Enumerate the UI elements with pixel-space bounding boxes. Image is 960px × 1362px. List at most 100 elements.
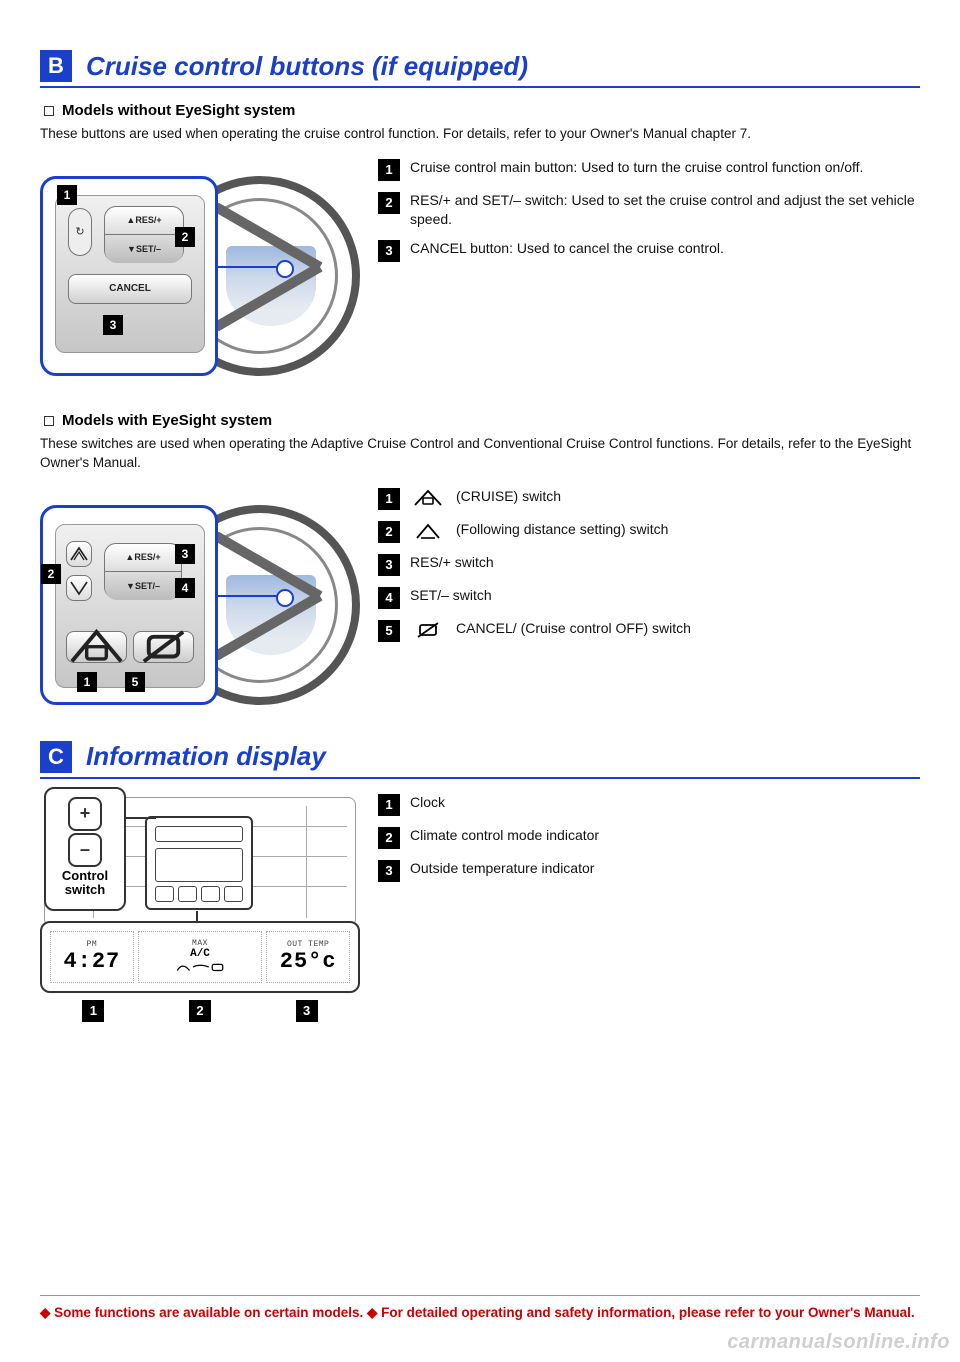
outtemp-label: OUT TEMP bbox=[287, 940, 329, 949]
section-c-figure: + – Control switch PM 4:27 MAX A/C bbox=[40, 793, 360, 1033]
minus-button-icon: – bbox=[68, 833, 102, 867]
list-item: 4 SET/– switch bbox=[378, 586, 920, 609]
cruise-main-button: ↻ bbox=[68, 208, 92, 256]
button-panel: ↻ ▲RES/+ ▼SET/– CANCEL bbox=[55, 195, 205, 353]
cruise-off-icon bbox=[133, 631, 194, 663]
car-detect-icon bbox=[410, 487, 446, 509]
set-minus-label: ▼SET/– bbox=[105, 235, 183, 263]
sub1-list: 1 Cruise control main button: Used to tu… bbox=[378, 158, 920, 272]
lcd-clock: PM 4:27 bbox=[50, 931, 134, 983]
sub2-list: 1 (CRUISE) switch 2 (Following distance … bbox=[378, 487, 920, 652]
res-plus-label: ▲RES/+ bbox=[105, 207, 183, 235]
list-item: 2 (Following distance setting) switch bbox=[378, 520, 920, 543]
section-b-title: Cruise control buttons (if equipped) bbox=[86, 51, 528, 82]
list-item: 1 Cruise control main button: Used to tu… bbox=[378, 158, 920, 181]
callout-num-1: 1 bbox=[57, 185, 77, 205]
lcd-num-2: 2 bbox=[189, 1000, 211, 1022]
callout-num-1: 1 bbox=[77, 672, 97, 692]
cancel-button-graphic: CANCEL bbox=[68, 274, 192, 304]
plus-button-icon: + bbox=[68, 797, 102, 831]
item-text: Cruise control main button: Used to turn… bbox=[410, 158, 863, 177]
sub2-heading-text: Models with EyeSight system bbox=[62, 412, 272, 429]
watermark: carmanualsonline.info bbox=[727, 1331, 950, 1354]
lcd-num-3: 3 bbox=[296, 1000, 318, 1022]
callout-num-2: 2 bbox=[175, 227, 195, 247]
callout-num-3: 3 bbox=[103, 315, 123, 335]
item-num: 1 bbox=[378, 794, 400, 816]
section-b-header: B Cruise control buttons (if equipped) bbox=[40, 50, 920, 88]
item-text: (CRUISE) switch bbox=[456, 487, 561, 506]
list-item: 5 CANCEL/ (Cruise control OFF) switch bbox=[378, 619, 920, 642]
section-c-badge: C bbox=[40, 741, 72, 773]
outtemp-value: 25°c bbox=[280, 949, 337, 974]
item-num: 3 bbox=[378, 554, 400, 576]
callout-num-3: 3 bbox=[175, 544, 195, 564]
distance-dec-icon bbox=[66, 575, 92, 601]
sub2-intro: These switches are used when operating t… bbox=[40, 435, 920, 473]
lcd-num-1: 1 bbox=[82, 1000, 104, 1022]
callout-leader-icon bbox=[216, 595, 286, 597]
section-c-list: 1 Clock 2 Climate control mode indicator… bbox=[378, 793, 920, 892]
distance-icon bbox=[410, 520, 446, 542]
climate-max: MAX bbox=[192, 939, 208, 948]
item-text: Outside temperature indicator bbox=[410, 859, 594, 878]
callout-num-2: 2 bbox=[41, 564, 61, 584]
list-item: 3 RES/+ switch bbox=[378, 553, 920, 576]
sub2-row: ▲RES/+ ▼SET/– 2 3 bbox=[40, 487, 920, 707]
item-num: 2 bbox=[378, 521, 400, 543]
item-num: 2 bbox=[378, 192, 400, 214]
item-num: 3 bbox=[378, 240, 400, 262]
sub1-heading: Models without EyeSight system bbox=[44, 102, 920, 119]
item-num: 1 bbox=[378, 488, 400, 510]
section-c-title: Information display bbox=[86, 741, 326, 772]
item-text: Clock bbox=[410, 793, 445, 812]
lcd-outtemp: OUT TEMP 25°c bbox=[266, 931, 350, 983]
item-text: Climate control mode indicator bbox=[410, 826, 599, 845]
car-detect-icon bbox=[66, 631, 127, 663]
item-text: CANCEL button: Used to cancel the cruise… bbox=[410, 239, 724, 258]
item-text: CANCEL/ (Cruise control OFF) switch bbox=[456, 619, 691, 638]
cruise-off-icon bbox=[410, 619, 446, 641]
item-text: SET/– switch bbox=[410, 586, 492, 605]
airflow-icon bbox=[170, 960, 230, 974]
list-item: 2 RES/+ and SET/– switch: Used to set th… bbox=[378, 191, 920, 229]
sub1-figure: ↻ ▲RES/+ ▼SET/– CANCEL 1 2 3 bbox=[40, 158, 360, 378]
page: B Cruise control buttons (if equipped) M… bbox=[0, 0, 960, 1362]
item-num: 5 bbox=[378, 620, 400, 642]
sub2-figure: ▲RES/+ ▼SET/– 2 3 bbox=[40, 487, 360, 707]
lcd-num-row: 1 2 3 bbox=[40, 999, 360, 1023]
footer-note: ◆ Some functions are available on certai… bbox=[40, 1295, 920, 1322]
lcd-climate: MAX A/C bbox=[138, 931, 263, 983]
sub2-heading: Models with EyeSight system bbox=[44, 412, 920, 429]
callout-num-4: 4 bbox=[175, 578, 195, 598]
sub2-callout: ▲RES/+ ▼SET/– 2 3 bbox=[40, 505, 218, 705]
item-num: 3 bbox=[378, 860, 400, 882]
item-text: (Following distance setting) switch bbox=[456, 520, 668, 539]
distance-inc-icon bbox=[66, 541, 92, 567]
list-item: 3 Outside temperature indicator bbox=[378, 859, 920, 882]
list-item: 1 Clock bbox=[378, 793, 920, 816]
sub1-row: ↻ ▲RES/+ ▼SET/– CANCEL 1 2 3 1 Cruise co… bbox=[40, 158, 920, 378]
sub1-callout: ↻ ▲RES/+ ▼SET/– CANCEL 1 2 3 bbox=[40, 176, 218, 376]
dual-buttons bbox=[66, 631, 194, 663]
climate-ac: A/C bbox=[190, 948, 210, 960]
section-c-header: C Information display bbox=[40, 741, 920, 779]
item-num: 2 bbox=[378, 827, 400, 849]
res-plus-label: ▲RES/+ bbox=[105, 544, 181, 572]
control-switch-callout: + – Control switch bbox=[44, 787, 126, 911]
item-text: RES/+ switch bbox=[410, 553, 494, 572]
sub1-intro: These buttons are used when operating th… bbox=[40, 125, 920, 144]
item-num: 1 bbox=[378, 159, 400, 181]
sub1-heading-text: Models without EyeSight system bbox=[62, 102, 295, 119]
item-num: 4 bbox=[378, 587, 400, 609]
section-b-badge: B bbox=[40, 50, 72, 82]
lcd-callout: PM 4:27 MAX A/C OUT TEMP 25°c bbox=[40, 921, 360, 993]
section-c-row: + – Control switch PM 4:27 MAX A/C bbox=[40, 793, 920, 1033]
res-set-rocker: ▲RES/+ ▼SET/– bbox=[104, 543, 182, 599]
control-switch-label: Control switch bbox=[52, 869, 118, 898]
res-set-rocker: ▲RES/+ ▼SET/– bbox=[104, 206, 184, 262]
clock-ampm: PM bbox=[87, 940, 98, 949]
list-item: 3 CANCEL button: Used to cancel the crui… bbox=[378, 239, 920, 262]
callout-leader-icon bbox=[126, 817, 156, 819]
list-item: 1 (CRUISE) switch bbox=[378, 487, 920, 510]
